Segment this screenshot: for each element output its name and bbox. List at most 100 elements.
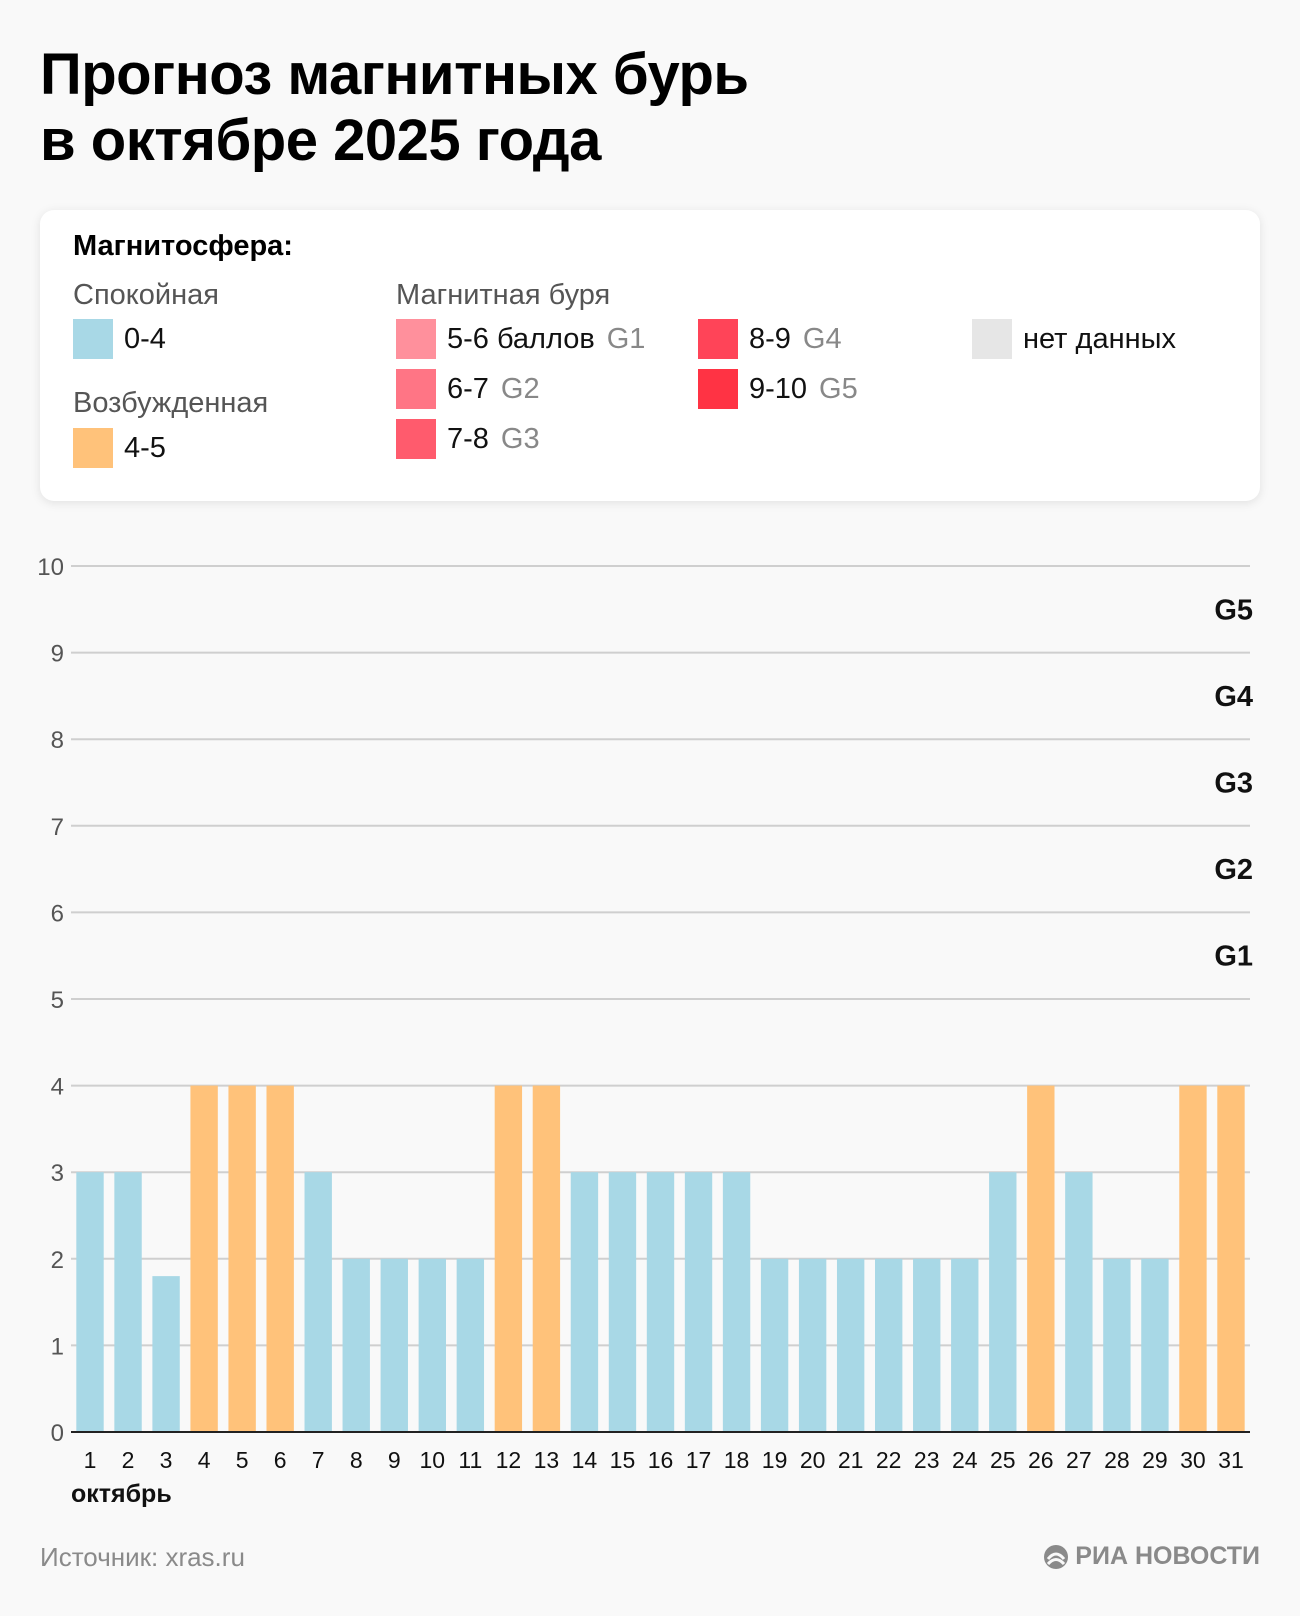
- x-tick-label: 24: [952, 1447, 978, 1473]
- legend-storm-label: Магнитная буря: [396, 279, 611, 311]
- g-level-label: G2: [1214, 854, 1253, 886]
- x-tick-label: 20: [800, 1447, 826, 1473]
- bar: [646, 1172, 675, 1432]
- legend-item-g3: 7-8 G3: [396, 419, 540, 459]
- x-tick-label: 1: [84, 1447, 97, 1473]
- x-tick-label: 4: [198, 1447, 211, 1473]
- legend-calm-range: 0-4: [124, 322, 166, 355]
- bar: [456, 1258, 485, 1432]
- bar: [1065, 1172, 1093, 1432]
- legend-swatch-g1: [396, 319, 436, 359]
- y-tick-label: 1: [51, 1333, 64, 1360]
- bar: [989, 1172, 1017, 1432]
- x-tick-label: 8: [350, 1447, 363, 1473]
- legend-g4-code: G4: [802, 322, 842, 355]
- legend-item-g2: 6-7 G2: [396, 369, 540, 409]
- bar: [494, 1085, 523, 1432]
- bar: [951, 1258, 979, 1432]
- x-tick-label: 11: [458, 1447, 482, 1473]
- x-tick-label: 30: [1180, 1447, 1206, 1473]
- bar: [266, 1085, 294, 1432]
- bar: [1141, 1258, 1169, 1432]
- legend-g2-range: 6-7: [447, 372, 489, 405]
- y-tick-label: 8: [51, 727, 64, 754]
- legend-g1-code: G1: [606, 322, 646, 355]
- bar: [76, 1172, 104, 1432]
- title-line-1: Прогноз магнитных бурь: [40, 42, 749, 107]
- x-tick-label: 3: [160, 1447, 173, 1473]
- x-tick-label: 6: [274, 1447, 287, 1473]
- bar: [913, 1258, 941, 1432]
- x-tick-label: 21: [838, 1447, 864, 1473]
- ria-logo-icon: [1044, 1544, 1069, 1569]
- legend-item-g4: 8-9 G4: [698, 319, 842, 359]
- g-level-label: G4: [1214, 681, 1253, 713]
- bar: [380, 1258, 408, 1432]
- x-tick-label: 5: [236, 1447, 249, 1473]
- bar: [684, 1172, 713, 1432]
- legend-g1-range: 5-6 баллов: [447, 322, 595, 355]
- bar: [114, 1172, 142, 1432]
- x-tick-label: 18: [724, 1447, 750, 1473]
- legend-item-g5: 9-10 G5: [698, 369, 858, 409]
- legend-g3-range: 7-8: [447, 422, 489, 455]
- g-level-label: G5: [1214, 594, 1253, 626]
- x-tick-label: 29: [1142, 1447, 1168, 1473]
- bar: [1217, 1085, 1245, 1432]
- g-level-label: G1: [1214, 941, 1253, 973]
- y-tick-label: 3: [51, 1160, 64, 1187]
- x-tick-label: 19: [762, 1447, 788, 1473]
- legend-swatch-g4: [698, 319, 738, 359]
- bar: [1103, 1258, 1131, 1432]
- legend-swatch-g5: [698, 369, 738, 409]
- bar: [342, 1258, 370, 1432]
- x-tick-label: 9: [388, 1447, 401, 1473]
- x-tick-label: 15: [610, 1447, 636, 1473]
- x-tick-label: 10: [420, 1447, 446, 1473]
- legend-item-calm: 0-4: [73, 319, 166, 359]
- bar: [418, 1258, 446, 1432]
- brand-logo: РИА НОВОСТИ: [1043, 1542, 1260, 1571]
- bar: [304, 1172, 332, 1432]
- legend-excited-range: 4-5: [124, 431, 166, 464]
- x-tick-label: 2: [122, 1447, 135, 1473]
- legend-swatch-calm: [73, 319, 113, 359]
- legend-calm-label: Спокойная: [73, 279, 219, 311]
- x-tick-label: 7: [312, 1447, 325, 1473]
- brand-name: РИА НОВОСТИ: [1075, 1542, 1260, 1570]
- x-axis-label: октябрь: [71, 1480, 172, 1508]
- bar: [1179, 1085, 1207, 1432]
- x-tick-label: 31: [1218, 1447, 1244, 1473]
- x-tick-label: 23: [914, 1447, 940, 1473]
- bar: [532, 1085, 561, 1432]
- legend-g5-code: G5: [819, 372, 858, 405]
- bar: [836, 1258, 865, 1432]
- legend-g3-code: G3: [500, 422, 540, 455]
- legend-g4-range: 8-9: [749, 322, 791, 355]
- x-tick-label: 16: [648, 1447, 674, 1473]
- g-level-label: G3: [1214, 768, 1253, 800]
- x-tick-label: 22: [876, 1447, 902, 1473]
- legend-heading: Магнитосфера:: [73, 230, 293, 262]
- source-text: Источник: xras.ru: [40, 1542, 245, 1572]
- x-tick-label: 12: [496, 1447, 522, 1473]
- y-tick-label: 4: [51, 1074, 64, 1101]
- legend-panel: Магнитосфера: Спокойная 0-4 Возбужденная…: [40, 210, 1260, 501]
- x-tick-label: 28: [1104, 1447, 1130, 1473]
- bar: [722, 1172, 751, 1432]
- x-tick-label: 26: [1028, 1447, 1054, 1473]
- legend-g5-range: 9-10: [749, 372, 808, 405]
- legend-swatch-excited: [73, 428, 113, 468]
- legend-swatch-nodata: [972, 319, 1012, 359]
- y-tick-label: 2: [51, 1247, 64, 1274]
- y-tick-label: 5: [51, 987, 64, 1014]
- bar: [152, 1276, 180, 1432]
- bar: [228, 1085, 256, 1432]
- bar: [570, 1172, 599, 1432]
- x-tick-label: 27: [1066, 1447, 1092, 1473]
- bar: [608, 1172, 637, 1432]
- y-tick-label: 9: [51, 641, 64, 668]
- legend-swatch-g2: [396, 369, 436, 409]
- x-tick-label: 25: [990, 1447, 1016, 1473]
